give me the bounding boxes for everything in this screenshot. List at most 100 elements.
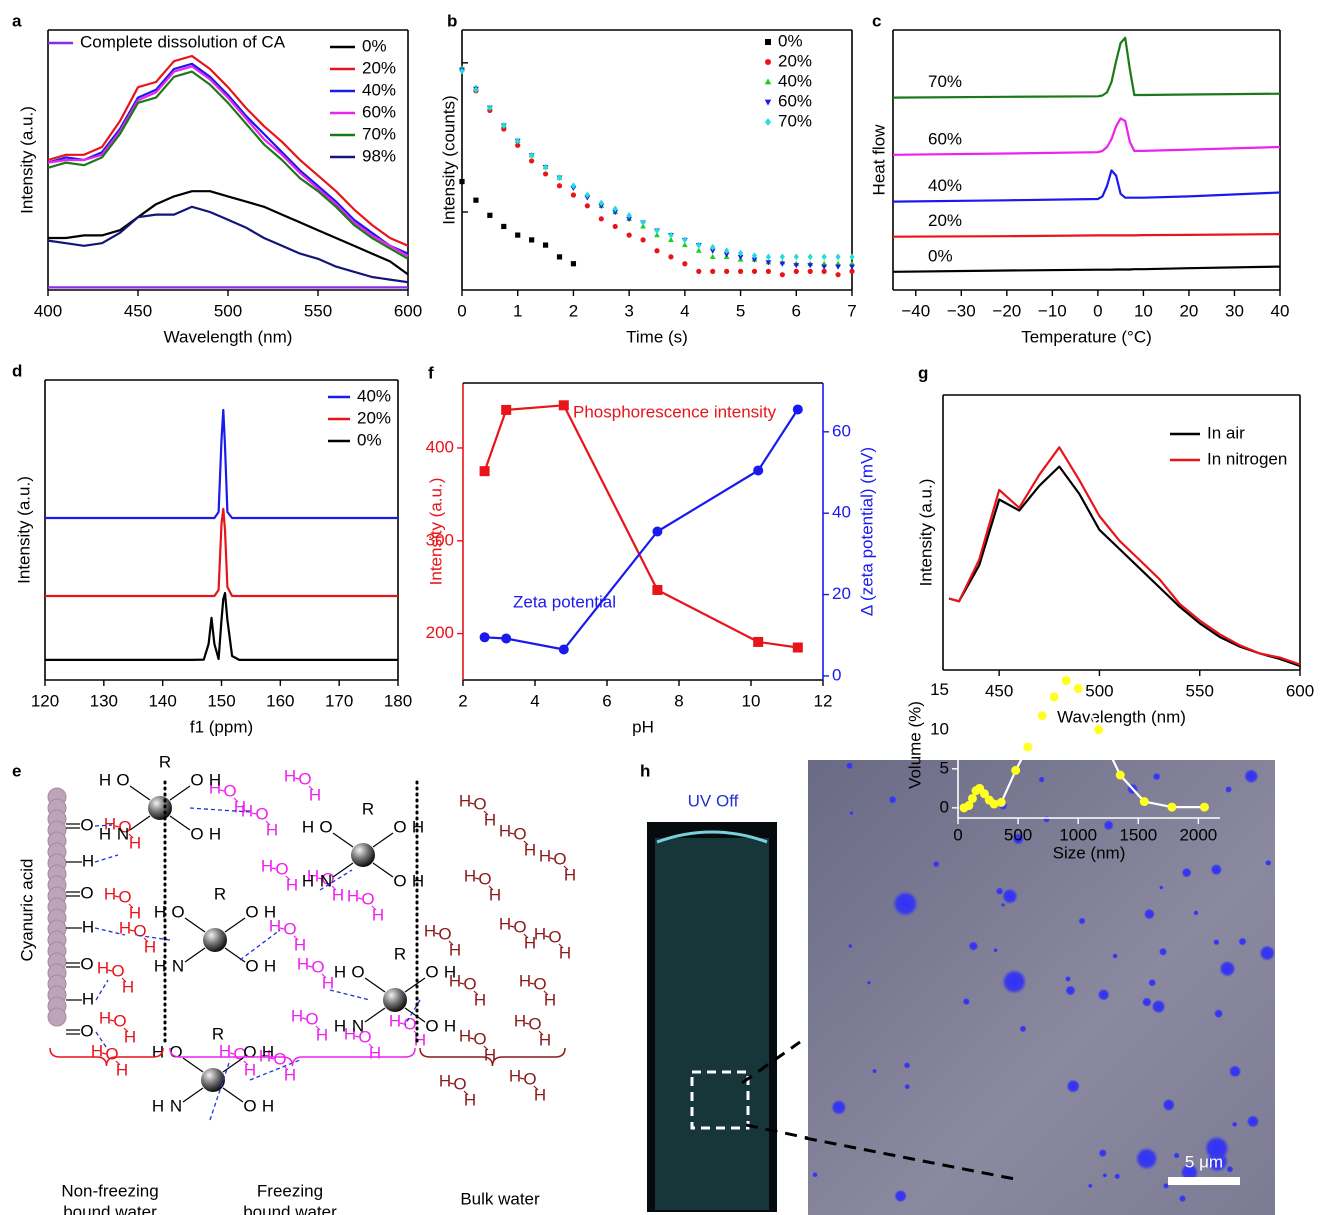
particle <box>1142 997 1152 1007</box>
legend-label: In nitrogen <box>1207 449 1287 468</box>
particle <box>1193 910 1199 916</box>
atom: O <box>393 871 406 890</box>
marker <box>807 268 813 274</box>
y-tick-label: 200 <box>426 623 454 642</box>
marker <box>709 248 716 254</box>
series-line <box>892 117 1281 156</box>
y-axis-title: Intensity (a.u.) <box>916 479 935 587</box>
atom: O <box>255 804 268 823</box>
y-axis-title: Intensity (a.u.) <box>14 476 33 584</box>
particle <box>1097 988 1110 1001</box>
marker <box>1061 676 1071 686</box>
bond <box>269 1057 275 1060</box>
bond <box>128 833 134 839</box>
atom: O <box>275 859 288 878</box>
bond <box>243 1060 249 1066</box>
annotation: Phosphorescence intensity <box>573 402 777 421</box>
particle <box>1152 772 1161 781</box>
y2-tick-label: 60 <box>832 421 851 440</box>
series-line <box>948 446 1301 666</box>
marker <box>779 272 785 278</box>
bond <box>332 832 354 848</box>
particle <box>866 980 871 985</box>
bond <box>222 1087 244 1103</box>
atom: H <box>459 1026 471 1045</box>
atom: O <box>473 1029 486 1048</box>
atom: H <box>82 851 94 870</box>
bond <box>509 832 515 835</box>
atom: H <box>119 918 131 937</box>
atom: H <box>234 797 246 816</box>
bond <box>488 885 494 891</box>
particle <box>1144 908 1155 920</box>
series-line <box>483 404 798 649</box>
atom: O <box>273 1049 286 1068</box>
marker <box>640 219 646 226</box>
marker <box>724 247 730 255</box>
marker <box>1094 725 1104 735</box>
marker <box>835 260 841 266</box>
panel-label: g <box>918 363 928 382</box>
series-line <box>47 70 409 260</box>
bond <box>357 897 363 900</box>
h-bond <box>209 1059 231 1121</box>
x-tick-label: 10 <box>742 691 761 710</box>
atom: O <box>80 883 93 902</box>
panel-label: h <box>640 761 650 780</box>
bond <box>399 1022 405 1025</box>
bond <box>549 857 555 860</box>
x-tick-label: 5 <box>736 301 745 320</box>
particle <box>1043 815 1050 823</box>
particle <box>1102 1173 1108 1178</box>
particle <box>848 943 853 949</box>
atom: O <box>513 824 526 843</box>
h-bond <box>134 934 171 941</box>
y-axis-title: Intensity (counts) <box>439 95 458 224</box>
atom: H <box>534 1085 546 1104</box>
particle <box>995 887 1004 895</box>
marker <box>652 584 663 595</box>
atom: N <box>172 956 184 975</box>
bond <box>404 977 426 993</box>
marker <box>765 59 771 65</box>
bond <box>434 932 440 935</box>
atom: O <box>190 824 203 843</box>
bond <box>182 1057 204 1073</box>
bond <box>224 947 246 963</box>
atom: H <box>449 940 461 959</box>
atom: O <box>473 794 486 813</box>
x-tick-label: 500 <box>1085 681 1113 700</box>
atom: H <box>129 903 141 922</box>
particle <box>1178 1195 1187 1203</box>
particle <box>1103 820 1114 831</box>
bond <box>558 943 564 949</box>
atom: H <box>144 937 156 956</box>
particle <box>892 890 919 917</box>
cuvette <box>647 822 777 1212</box>
marker <box>979 789 989 799</box>
y-tick-label: 400 <box>426 437 454 456</box>
atom: H <box>154 956 166 975</box>
marker <box>626 211 632 219</box>
x-tick-label: −40 <box>901 301 930 320</box>
atom: H <box>104 884 116 903</box>
central-atom <box>148 796 172 820</box>
atom: O <box>358 1027 371 1046</box>
series-line <box>892 169 1281 203</box>
atom: H <box>104 814 116 833</box>
atom: O <box>438 924 451 943</box>
bond <box>533 1085 539 1091</box>
central-atom <box>351 843 375 867</box>
particle <box>894 1189 907 1203</box>
marker <box>1049 692 1059 702</box>
marker <box>751 268 758 274</box>
atom: H <box>302 871 314 890</box>
atom: O <box>283 919 296 938</box>
marker <box>835 253 841 261</box>
zoom-line <box>745 1123 809 1140</box>
x-axis-title: Size (nm) <box>1053 843 1126 862</box>
atom: R <box>214 884 226 903</box>
chart: d 120 130 140 150 160 170 180 f1 (ppm) Intensity … <box>12 361 412 736</box>
atom: H <box>262 1042 274 1061</box>
marker <box>682 261 688 267</box>
